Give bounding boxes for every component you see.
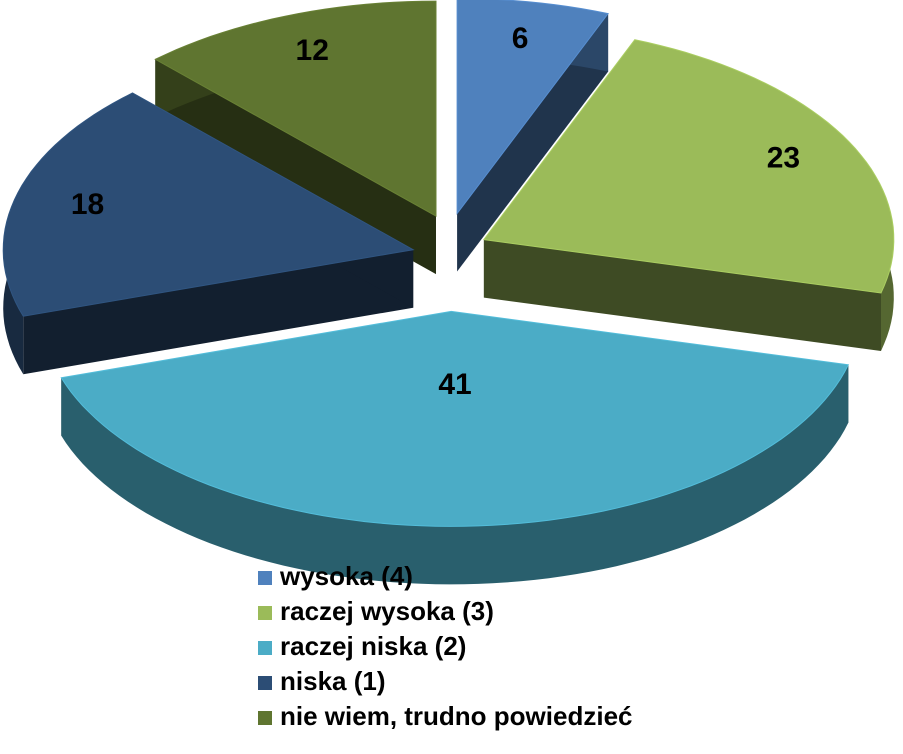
- legend-swatch: [258, 641, 272, 655]
- pie-slice: [154, 0, 437, 275]
- data-label: 12: [296, 34, 329, 67]
- pie-slice: [60, 310, 850, 585]
- slice-top: [60, 310, 850, 527]
- slice-side: [483, 239, 881, 351]
- slice-side: [61, 364, 849, 585]
- data-label: 41: [438, 368, 471, 401]
- slice-top: [456, 0, 609, 215]
- data-label: 23: [767, 141, 800, 174]
- legend-swatch: [258, 711, 272, 725]
- data-label: 6: [512, 22, 529, 55]
- legend-label: raczej niska (2): [280, 631, 466, 661]
- legend-label: niska (1): [280, 666, 386, 696]
- pie-slice: [482, 39, 895, 351]
- slice-side: [155, 59, 437, 275]
- pie-slice: [2, 92, 415, 375]
- legend-swatch: [258, 676, 272, 690]
- slice-side: [23, 249, 414, 375]
- legend-label: raczej wysoka (3): [280, 596, 494, 626]
- legend-swatch: [258, 571, 272, 585]
- data-label: 18: [71, 188, 104, 221]
- legend-label: nie wiem, trudno powiedzieć: [280, 701, 633, 731]
- pie-slice: [456, 0, 609, 272]
- slice-top: [482, 39, 895, 294]
- slice-side: [457, 13, 609, 272]
- legend-label: wysoka (4): [279, 561, 413, 591]
- slice-top: [2, 92, 415, 317]
- slice-top: [154, 0, 437, 217]
- legend-swatch: [258, 606, 272, 620]
